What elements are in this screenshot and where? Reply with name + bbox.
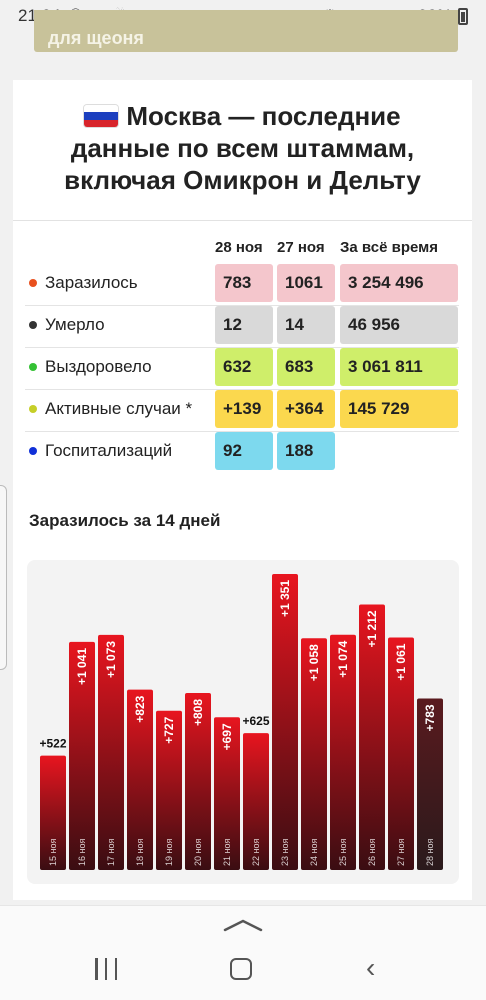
chart-category-label: 20 ноя <box>193 839 203 866</box>
chart-value-label: +808 <box>191 699 205 726</box>
card-title: Москва — последние данные по всем штамма… <box>13 100 472 196</box>
bottom-navigation: ‹ <box>0 905 486 1000</box>
chart-category-label: 17 ноя <box>106 839 116 866</box>
home-icon[interactable] <box>230 958 252 980</box>
stats-value-cell: 632 <box>215 348 273 386</box>
stats-row-label: Госпитализаций <box>45 441 173 460</box>
stats-row: Активные случаи * +139 +364 145 729 <box>13 389 459 432</box>
stats-value-cell: 188 <box>277 432 335 470</box>
stats-value-cell: +139 <box>215 390 273 428</box>
back-icon[interactable]: ‹ <box>366 952 376 983</box>
chart-value-label: +1 074 <box>336 640 350 677</box>
stats-row: Заразилось 783 1061 3 254 496 <box>13 263 459 306</box>
chart-category-label: 15 ноя <box>48 839 58 866</box>
chart-value-label: +522 <box>39 737 66 751</box>
stats-value-cell: 3 061 811 <box>340 348 458 386</box>
chart-bar[interactable] <box>127 689 153 870</box>
bar-chart: 15 ноя +522 16 ноя +1 041 17 ноя +1 073 18 ноя… <box>39 574 443 870</box>
chart-title: Заразилось за 14 дней <box>29 511 221 530</box>
chevron-up-icon[interactable] <box>223 918 263 932</box>
chart-category-label: 16 ноя <box>77 839 87 866</box>
legend-dot-icon <box>29 405 37 413</box>
chart-category-label: 21 ноя <box>222 839 232 866</box>
chart-bar[interactable] <box>330 634 356 870</box>
chart-category-label: 24 ноя <box>309 839 319 866</box>
stats-row-label: Заразилось <box>45 273 138 292</box>
chart-value-label: +1 351 <box>278 580 292 617</box>
chart-bar[interactable] <box>98 634 124 870</box>
row-divider <box>25 347 459 348</box>
chart-value-label: +1 058 <box>307 644 321 681</box>
legend-dot-icon <box>29 447 37 455</box>
chart-value-label: +727 <box>162 716 176 743</box>
divider <box>13 220 472 221</box>
stats-card: Москва — последние данные по всем штамма… <box>13 80 472 900</box>
stats-value-cell: 145 729 <box>340 390 458 428</box>
chart-value-label: +1 061 <box>394 643 408 680</box>
top-banner[interactable]: для щеоня <box>34 10 458 52</box>
chart-bar[interactable] <box>69 641 95 870</box>
stats-value-cell: 783 <box>215 264 273 302</box>
stats-value-cell: 92 <box>215 432 273 470</box>
stats-row: Госпитализаций 92 188 <box>13 431 459 473</box>
title-line-1: Москва — последние <box>126 101 401 131</box>
chart-bar[interactable] <box>359 604 385 870</box>
chart-value-label: +625 <box>242 714 269 728</box>
chart-bar[interactable] <box>301 638 327 870</box>
chart-bar[interactable] <box>243 733 269 870</box>
stats-value-cell: 14 <box>277 306 335 344</box>
chart-category-label: 26 ноя <box>367 839 377 866</box>
legend-dot-icon <box>29 363 37 371</box>
chart-value-label: +1 041 <box>75 648 89 685</box>
stats-value-cell: 3 254 496 <box>340 264 458 302</box>
chart-area: 15 ноя +522 16 ноя +1 041 17 ноя +1 073 18 ноя… <box>27 560 459 884</box>
russia-flag-icon <box>84 105 119 127</box>
stats-row: Умерло 12 14 46 956 <box>13 305 459 348</box>
chart-bar[interactable] <box>214 717 240 870</box>
stats-value-cell: +364 <box>277 390 335 428</box>
row-divider <box>25 305 459 306</box>
chart-value-label: +1 212 <box>365 610 379 647</box>
column-header-total: За всё время <box>340 239 438 256</box>
stats-row-label: Умерло <box>45 315 105 334</box>
chart-bar[interactable] <box>417 698 443 870</box>
chart-value-label: +1 073 <box>104 641 118 678</box>
chart-value-label: +823 <box>133 695 147 722</box>
chart-bar[interactable] <box>156 710 182 870</box>
chart-category-label: 18 ноя <box>135 839 145 866</box>
legend-dot-icon <box>29 279 37 287</box>
chart-category-label: 28 ноя <box>425 839 435 866</box>
legend-dot-icon <box>29 321 37 329</box>
column-header-yesterday: 27 ноя <box>277 239 325 256</box>
chart-category-label: 23 ноя <box>280 839 290 866</box>
title-line-2: данные по всем штаммам, <box>70 133 415 163</box>
stats-row: Выздоровело 632 683 3 061 811 <box>13 347 459 390</box>
chart-bar[interactable] <box>388 637 414 870</box>
chart-bar[interactable] <box>185 692 211 870</box>
stats-value-cell: 1061 <box>277 264 335 302</box>
chart-value-label: +697 <box>220 723 234 750</box>
chart-bar[interactable] <box>272 574 298 870</box>
chart-category-label: 25 ноя <box>338 839 348 866</box>
row-divider <box>25 431 459 432</box>
title-line-3: включая Омикрон и Дельту <box>64 165 421 195</box>
chart-value-label: +783 <box>423 704 437 731</box>
row-divider <box>25 389 459 390</box>
stats-row-label: Выздоровело <box>45 357 152 376</box>
side-panel-handle[interactable] <box>0 485 7 670</box>
stats-value-cell: 683 <box>277 348 335 386</box>
chart-category-label: 19 ноя <box>164 839 174 866</box>
column-header-today: 28 ноя <box>215 239 263 256</box>
stats-row-label: Активные случаи * <box>45 399 193 418</box>
recent-apps-icon[interactable] <box>95 958 117 980</box>
stats-value-cell: 12 <box>215 306 273 344</box>
battery-icon <box>458 7 468 25</box>
chart-category-label: 27 ноя <box>396 839 406 866</box>
chart-bar[interactable] <box>40 755 66 870</box>
chart-category-label: 22 ноя <box>251 839 261 866</box>
stats-value-cell: 46 956 <box>340 306 458 344</box>
banner-text: для щеоня <box>48 28 144 48</box>
